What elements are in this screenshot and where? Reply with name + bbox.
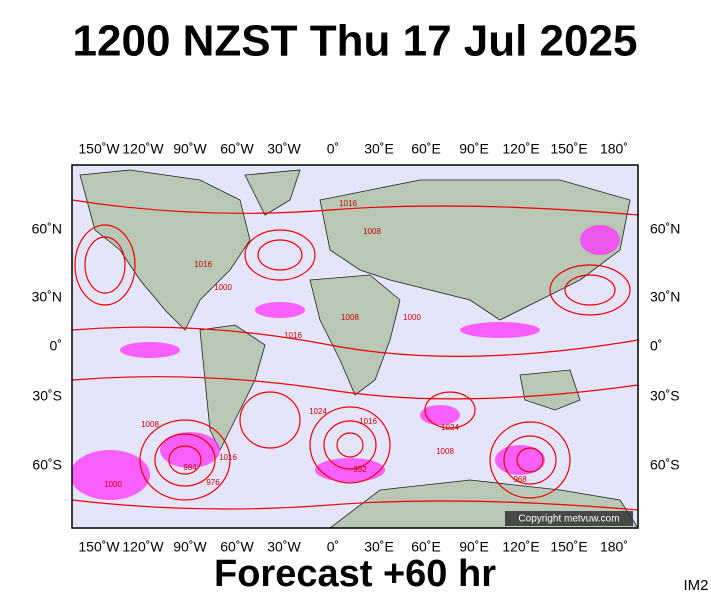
isobar-label: 1008 xyxy=(141,420,159,429)
isobar-label: 1024 xyxy=(309,407,327,416)
longitude-label-bottom: 30˚W xyxy=(267,539,301,555)
longitude-label-bottom: 180˚ xyxy=(600,539,628,555)
longitude-label-bottom: 90˚E xyxy=(459,539,489,555)
latitude-label-right: 30˚N xyxy=(650,289,680,305)
latitude-label-left: 60˚N xyxy=(32,221,62,237)
longitude-label-bottom: 120˚E xyxy=(502,539,539,555)
longitude-label-bottom: 150˚E xyxy=(550,539,587,555)
longitude-label-bottom: 150˚W xyxy=(78,539,120,555)
image-code: IM2 xyxy=(683,577,708,594)
longitude-label-top: 180˚ xyxy=(600,141,628,157)
latitude-label-right: 0˚ xyxy=(650,338,662,354)
isobar-label: 1016 xyxy=(194,260,212,269)
land xyxy=(79,169,638,528)
isobar-label: 1000 xyxy=(214,283,232,292)
longitude-label-top: 30˚W xyxy=(267,141,301,157)
longitude-label-bottom: 60˚E xyxy=(411,539,441,555)
longitude-label-bottom: 30˚E xyxy=(364,539,394,555)
isobar-label: 1016 xyxy=(339,199,357,208)
map-frame xyxy=(71,164,639,529)
longitude-label-top: 120˚W xyxy=(122,141,164,157)
longitude-label-top: 0˚ xyxy=(327,141,339,157)
longitude-label-top: 90˚W xyxy=(173,141,207,157)
longitude-label-top: 60˚E xyxy=(411,141,441,157)
latitude-label-right: 30˚S xyxy=(650,388,680,404)
latitude-label-left: 0˚ xyxy=(50,338,62,354)
latitude-label-right: 60˚S xyxy=(650,457,680,473)
longitude-label-top: 30˚E xyxy=(364,141,394,157)
longitude-label-top: 90˚E xyxy=(459,141,489,157)
map-area: 1016 1008 1016 1000 1016 1008 1024 1016 1008 1000… xyxy=(72,165,638,528)
latitude-label-left: 30˚S xyxy=(32,388,62,404)
longitude-label-top: 120˚E xyxy=(502,141,539,157)
isobar-label: 1016 xyxy=(219,453,237,462)
isobar-label: 968 xyxy=(513,475,527,484)
isobar-label: 1016 xyxy=(359,417,377,426)
latitude-label-left: 60˚S xyxy=(32,457,62,473)
isobar-labels: 1016 1008 1016 1000 1016 1008 1024 1016 1008 1000… xyxy=(104,199,527,489)
forecast-label: Forecast +60 hr xyxy=(214,553,496,595)
latitude-label-right: 60˚N xyxy=(650,221,680,237)
copyright: Copyright metvuw.com xyxy=(518,514,619,525)
isobar-label: 984 xyxy=(183,463,197,472)
title: 1200 NZST Thu 17 Jul 2025 xyxy=(73,17,638,66)
longitude-label-top: 60˚W xyxy=(220,141,254,157)
isobar-label: 1000 xyxy=(104,480,122,489)
longitude-label-top: 150˚E xyxy=(550,141,587,157)
longitude-label-bottom: 120˚W xyxy=(122,539,164,555)
longitude-label-top: 150˚W xyxy=(78,141,120,157)
isobar-label: 1016 xyxy=(284,331,302,340)
longitude-label-bottom: 0˚ xyxy=(327,539,339,555)
copyright-box xyxy=(505,511,633,526)
isobar-label: 1008 xyxy=(341,313,359,322)
isobars xyxy=(72,199,638,511)
isobar-label: 1008 xyxy=(436,447,454,456)
isobar-label: 1024 xyxy=(441,423,459,432)
isobar-label: 1008 xyxy=(363,227,381,236)
isobar-label: 992 xyxy=(353,465,367,474)
isobar-label: 1000 xyxy=(403,313,421,322)
longitude-label-bottom: 90˚W xyxy=(173,539,207,555)
latitude-label-left: 30˚N xyxy=(32,289,62,305)
longitude-label-bottom: 60˚W xyxy=(220,539,254,555)
isobar-label: 976 xyxy=(206,478,220,487)
